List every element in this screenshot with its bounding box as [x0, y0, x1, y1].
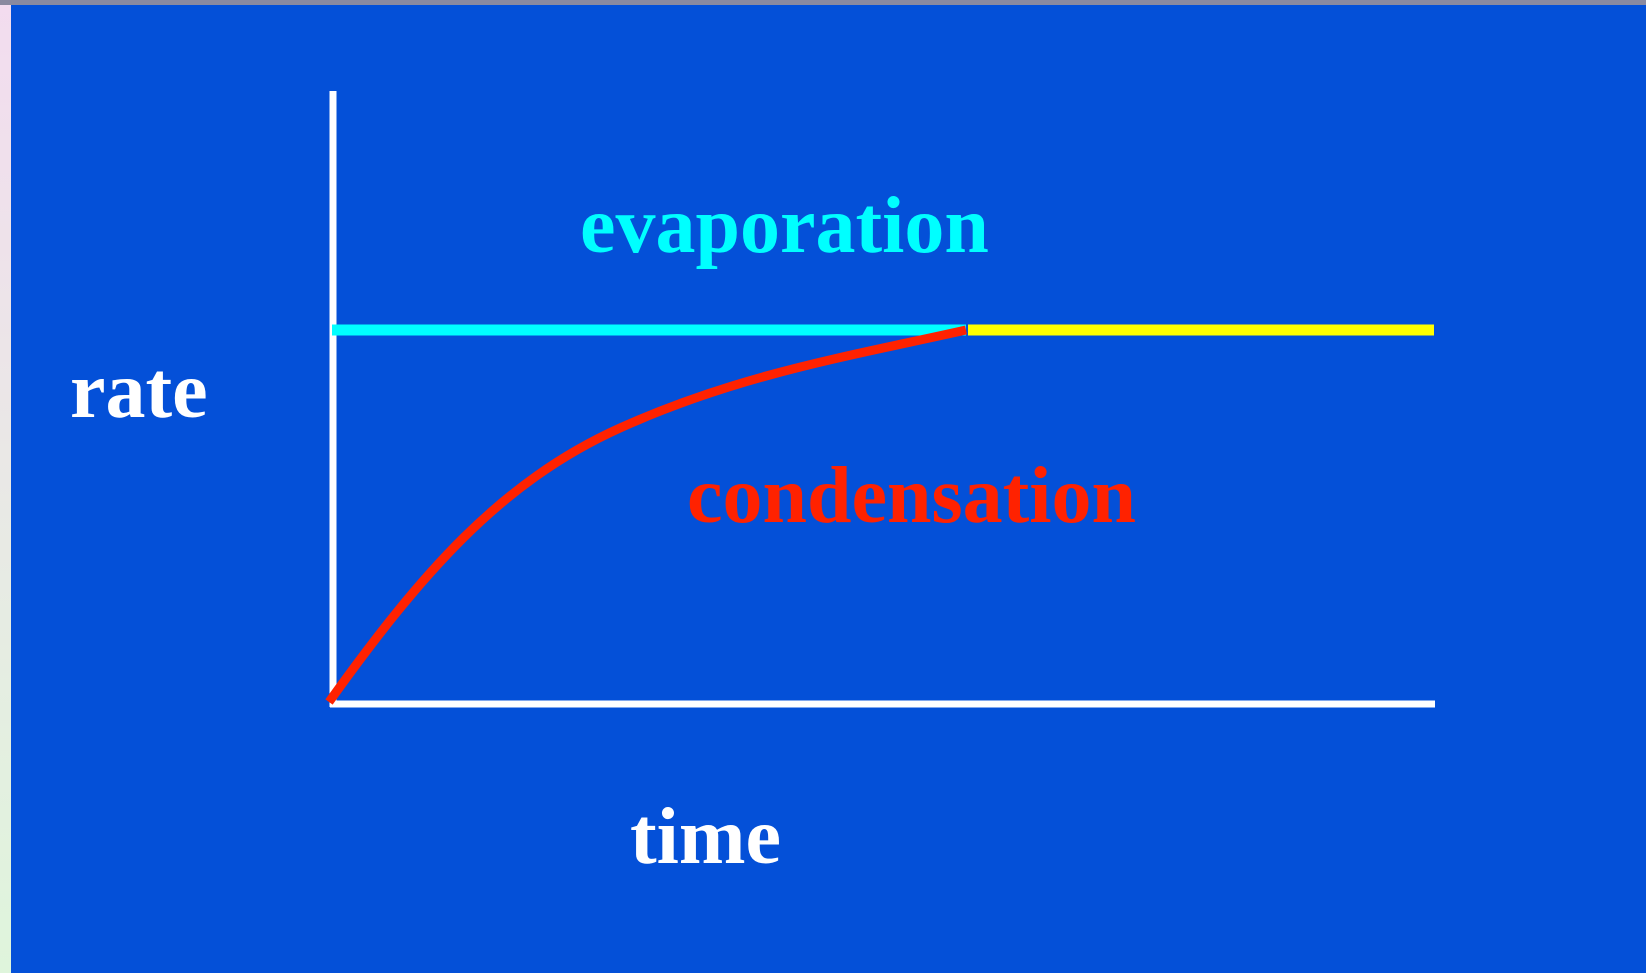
condensation-label: condensation	[687, 452, 1136, 540]
y-axis-label: rate	[70, 347, 208, 435]
x-axis-label: time	[630, 793, 781, 881]
background	[11, 5, 1646, 973]
condensation-curve	[325, 325, 967, 705]
evaporation-label: evaporation	[580, 182, 989, 270]
